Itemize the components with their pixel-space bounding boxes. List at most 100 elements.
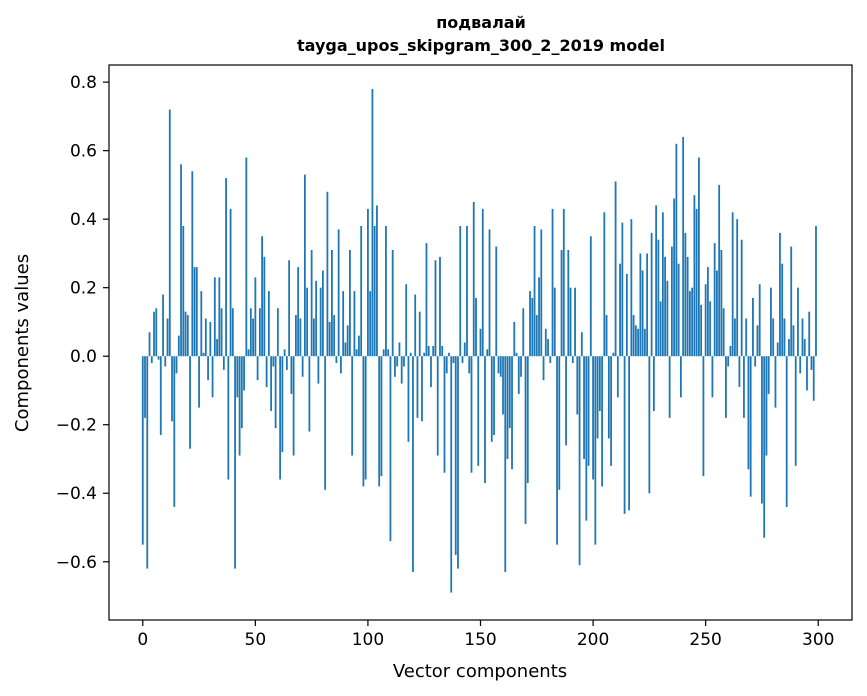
bar [517,356,520,394]
bar [331,250,333,357]
bar [204,318,207,357]
bar [598,356,601,412]
bar [173,356,176,507]
bar [484,356,486,483]
bar [344,342,347,357]
bar [788,339,790,357]
bar [162,294,164,357]
bar [234,356,236,569]
bar [794,356,797,466]
bar [267,291,270,357]
bar [274,356,277,429]
bar [398,342,401,357]
bar [222,356,225,370]
bar [144,356,146,418]
bar [468,356,471,374]
bar [227,356,230,480]
bar [731,212,734,357]
bar [601,356,603,487]
bar [785,356,788,507]
bar [790,246,793,357]
bar [364,356,367,480]
bar [743,356,745,418]
bar [652,356,655,412]
bar [607,356,610,439]
chart-title: подвалай [436,13,526,32]
bar [711,356,714,398]
bar [430,356,432,388]
bar [427,345,430,357]
bar [216,339,218,357]
bar [349,250,351,357]
bar [407,356,410,442]
bar [722,308,725,357]
bar [538,277,540,357]
bar [567,250,570,357]
bar [497,356,500,374]
x-axis-label: Vector components [393,661,567,682]
bar [247,349,250,357]
bar [704,284,707,357]
bar [249,308,252,357]
bar [603,212,606,357]
bar [439,256,441,357]
bar [625,273,628,357]
x-tick-label: 250 [689,630,721,650]
bar [373,226,376,357]
bar [655,205,658,357]
x-tick-label: 0 [137,630,148,650]
y-tick-label: 0.0 [70,347,97,367]
bar [668,356,671,418]
bar [592,356,594,480]
bar [558,356,561,490]
bar [454,356,457,555]
bar [533,226,536,357]
bar [610,356,612,466]
bar [441,345,444,357]
bar [761,356,763,504]
bar [342,291,345,357]
x-ticks: 0 50 100 150 200 250 300 [137,620,834,650]
bar [358,335,360,357]
bar [461,356,464,364]
y-tick-label: 0.8 [70,73,97,93]
bar [806,356,808,391]
bar [207,356,209,381]
bar [767,356,770,394]
bar [312,318,315,357]
bar [641,270,644,357]
bar [317,356,320,384]
bar [450,356,453,593]
y-tick-label: 0.2 [70,279,97,299]
x-tick-label: 150 [464,630,496,650]
bar [585,356,588,521]
bar [376,205,378,357]
bar [416,356,419,418]
bar [443,356,446,473]
bar [423,352,426,357]
bar [614,181,617,357]
bar [781,263,784,357]
bar [747,356,750,470]
bar [556,356,558,545]
bar [596,356,599,439]
bar [369,291,372,357]
bar [779,232,781,357]
bar [225,178,227,357]
bar [360,226,363,357]
bar [333,315,336,357]
bar [459,226,462,357]
bar [299,318,302,357]
bar [594,356,597,545]
bar [707,267,709,357]
bar [432,345,435,357]
bar [270,356,273,412]
bar [776,342,779,357]
bar [328,321,331,357]
bar [385,226,387,357]
bar [319,287,322,357]
bar [209,321,212,357]
bar [727,356,730,367]
bar [770,287,772,357]
bar [666,280,669,357]
